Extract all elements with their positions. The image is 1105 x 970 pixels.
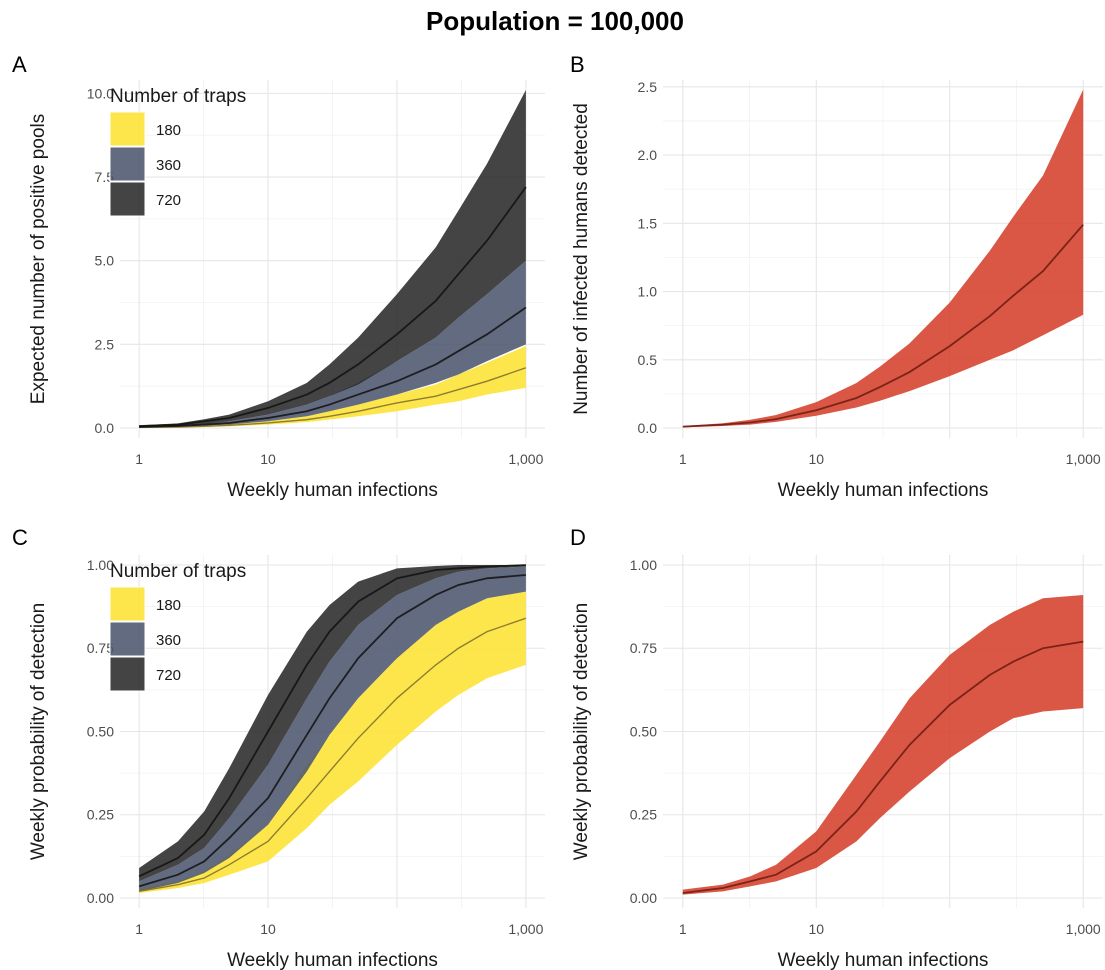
- median-line-720: [138, 564, 526, 878]
- y-tick-label: 0.0: [95, 420, 115, 436]
- legend-label: 360: [156, 632, 181, 649]
- panel-a: A 0.0 2.5 5.0 7.5 10.0 1 10 1,000 Weekly human in…: [12, 52, 545, 501]
- y-tick-label: 2.5: [638, 79, 658, 95]
- y-tick-label: 1.00: [630, 557, 657, 573]
- legend-title: Number of traps: [110, 561, 246, 582]
- panel-d: D 0.00 0.25 0.50 0.75 1.00 1 10 1,000 Weekly huma…: [570, 525, 1103, 970]
- x-tick-label: 10: [260, 921, 276, 937]
- y-tick-label: 0.0: [638, 420, 658, 436]
- legend-label: 720: [156, 667, 181, 684]
- panel-letter: C: [12, 525, 28, 550]
- y-tick-label: 1.00: [87, 557, 114, 573]
- y-axis-title: Weekly probability of detection: [28, 603, 49, 860]
- x-tick-label: 1: [679, 451, 687, 467]
- band-720: [139, 90, 526, 427]
- y-tick-label: 1.5: [638, 215, 658, 231]
- x-axis-title: Weekly human infections: [778, 950, 989, 970]
- median-line-720: [139, 186, 527, 427]
- legend: Number of traps 180 360 720: [109, 561, 246, 692]
- legend-key-180: [109, 586, 146, 622]
- band-180: [139, 591, 526, 893]
- x-tick-label: 1: [135, 921, 143, 937]
- x-tick-label: 1,000: [508, 921, 543, 937]
- x-tick-label: 10: [260, 451, 276, 467]
- y-axis-title: Expected number of positive pools: [28, 114, 49, 404]
- y-axis-title: Weekly probability of detection: [571, 603, 592, 860]
- median-line-series: [682, 640, 1084, 894]
- legend-key-720: [109, 181, 146, 217]
- legend-label: 180: [156, 122, 181, 139]
- y-tick-label: 0.50: [87, 723, 114, 739]
- legend-label: 360: [156, 157, 181, 174]
- x-axis-title: Weekly human infections: [778, 480, 989, 501]
- x-tick-label: 1: [135, 451, 143, 467]
- legend-key-720: [109, 656, 146, 692]
- y-tick-label: 0.00: [630, 890, 657, 906]
- band-360: [139, 566, 526, 892]
- x-tick-label: 1,000: [1066, 921, 1101, 937]
- y-tick-label: 0.75: [87, 640, 114, 656]
- y-tick-label: 0.25: [87, 807, 114, 823]
- band-360: [139, 260, 526, 428]
- legend-key-360: [109, 621, 146, 657]
- legend-key-180: [109, 111, 146, 147]
- y-axis-title: Number of infected humans detected: [571, 103, 592, 415]
- x-tick-label: 10: [808, 921, 824, 937]
- panel-letter: A: [12, 52, 27, 77]
- median-line-360: [138, 574, 526, 888]
- median-line-180: [139, 617, 527, 893]
- y-tick-label: 0.50: [630, 723, 657, 739]
- panel-letter: B: [570, 52, 585, 77]
- y-tick-label: 1.0: [638, 284, 658, 300]
- y-tick-label: 0.00: [87, 890, 114, 906]
- y-tick-label: 5.0: [95, 253, 115, 269]
- figure-title: Population = 100,000: [426, 6, 684, 36]
- x-axis-title: Weekly human infections: [227, 480, 438, 501]
- panel-b: B 0.0 0.5 1.0 1.5 2.0 2.5 1 10 1,000 Weekly human …: [570, 52, 1103, 501]
- band-720: [139, 564, 526, 882]
- legend-label: 720: [156, 192, 181, 209]
- x-tick-label: 10: [808, 451, 824, 467]
- y-tick-label: 0.75: [630, 640, 657, 656]
- legend-key-360: [109, 146, 146, 182]
- panel-c: C 0.00 0.25 0.50 0.75 1.00 1 10 1,000 Weekly huma…: [12, 525, 545, 970]
- y-tick-label: 7.5: [95, 169, 115, 185]
- band-180: [139, 346, 526, 428]
- x-axis-title: Weekly human infections: [227, 950, 438, 970]
- legend-label: 180: [156, 597, 181, 614]
- median-line-series: [682, 224, 1084, 428]
- y-tick-label: 10.0: [87, 85, 114, 101]
- x-tick-label: 1: [679, 921, 687, 937]
- y-tick-label: 0.25: [630, 807, 657, 823]
- median-line-180: [139, 367, 527, 429]
- band-series: [682, 594, 1084, 895]
- median-line-360: [139, 306, 527, 428]
- x-tick-label: 1,000: [508, 451, 543, 467]
- legend: Number of traps 180 360 720: [109, 86, 246, 217]
- y-tick-label: 2.0: [638, 147, 658, 163]
- panel-letter: D: [570, 525, 586, 550]
- y-tick-label: 0.5: [638, 352, 658, 368]
- y-tick-label: 2.5: [95, 336, 115, 352]
- band-series: [682, 89, 1084, 428]
- legend-title: Number of traps: [110, 86, 246, 107]
- x-tick-label: 1,000: [1066, 451, 1101, 467]
